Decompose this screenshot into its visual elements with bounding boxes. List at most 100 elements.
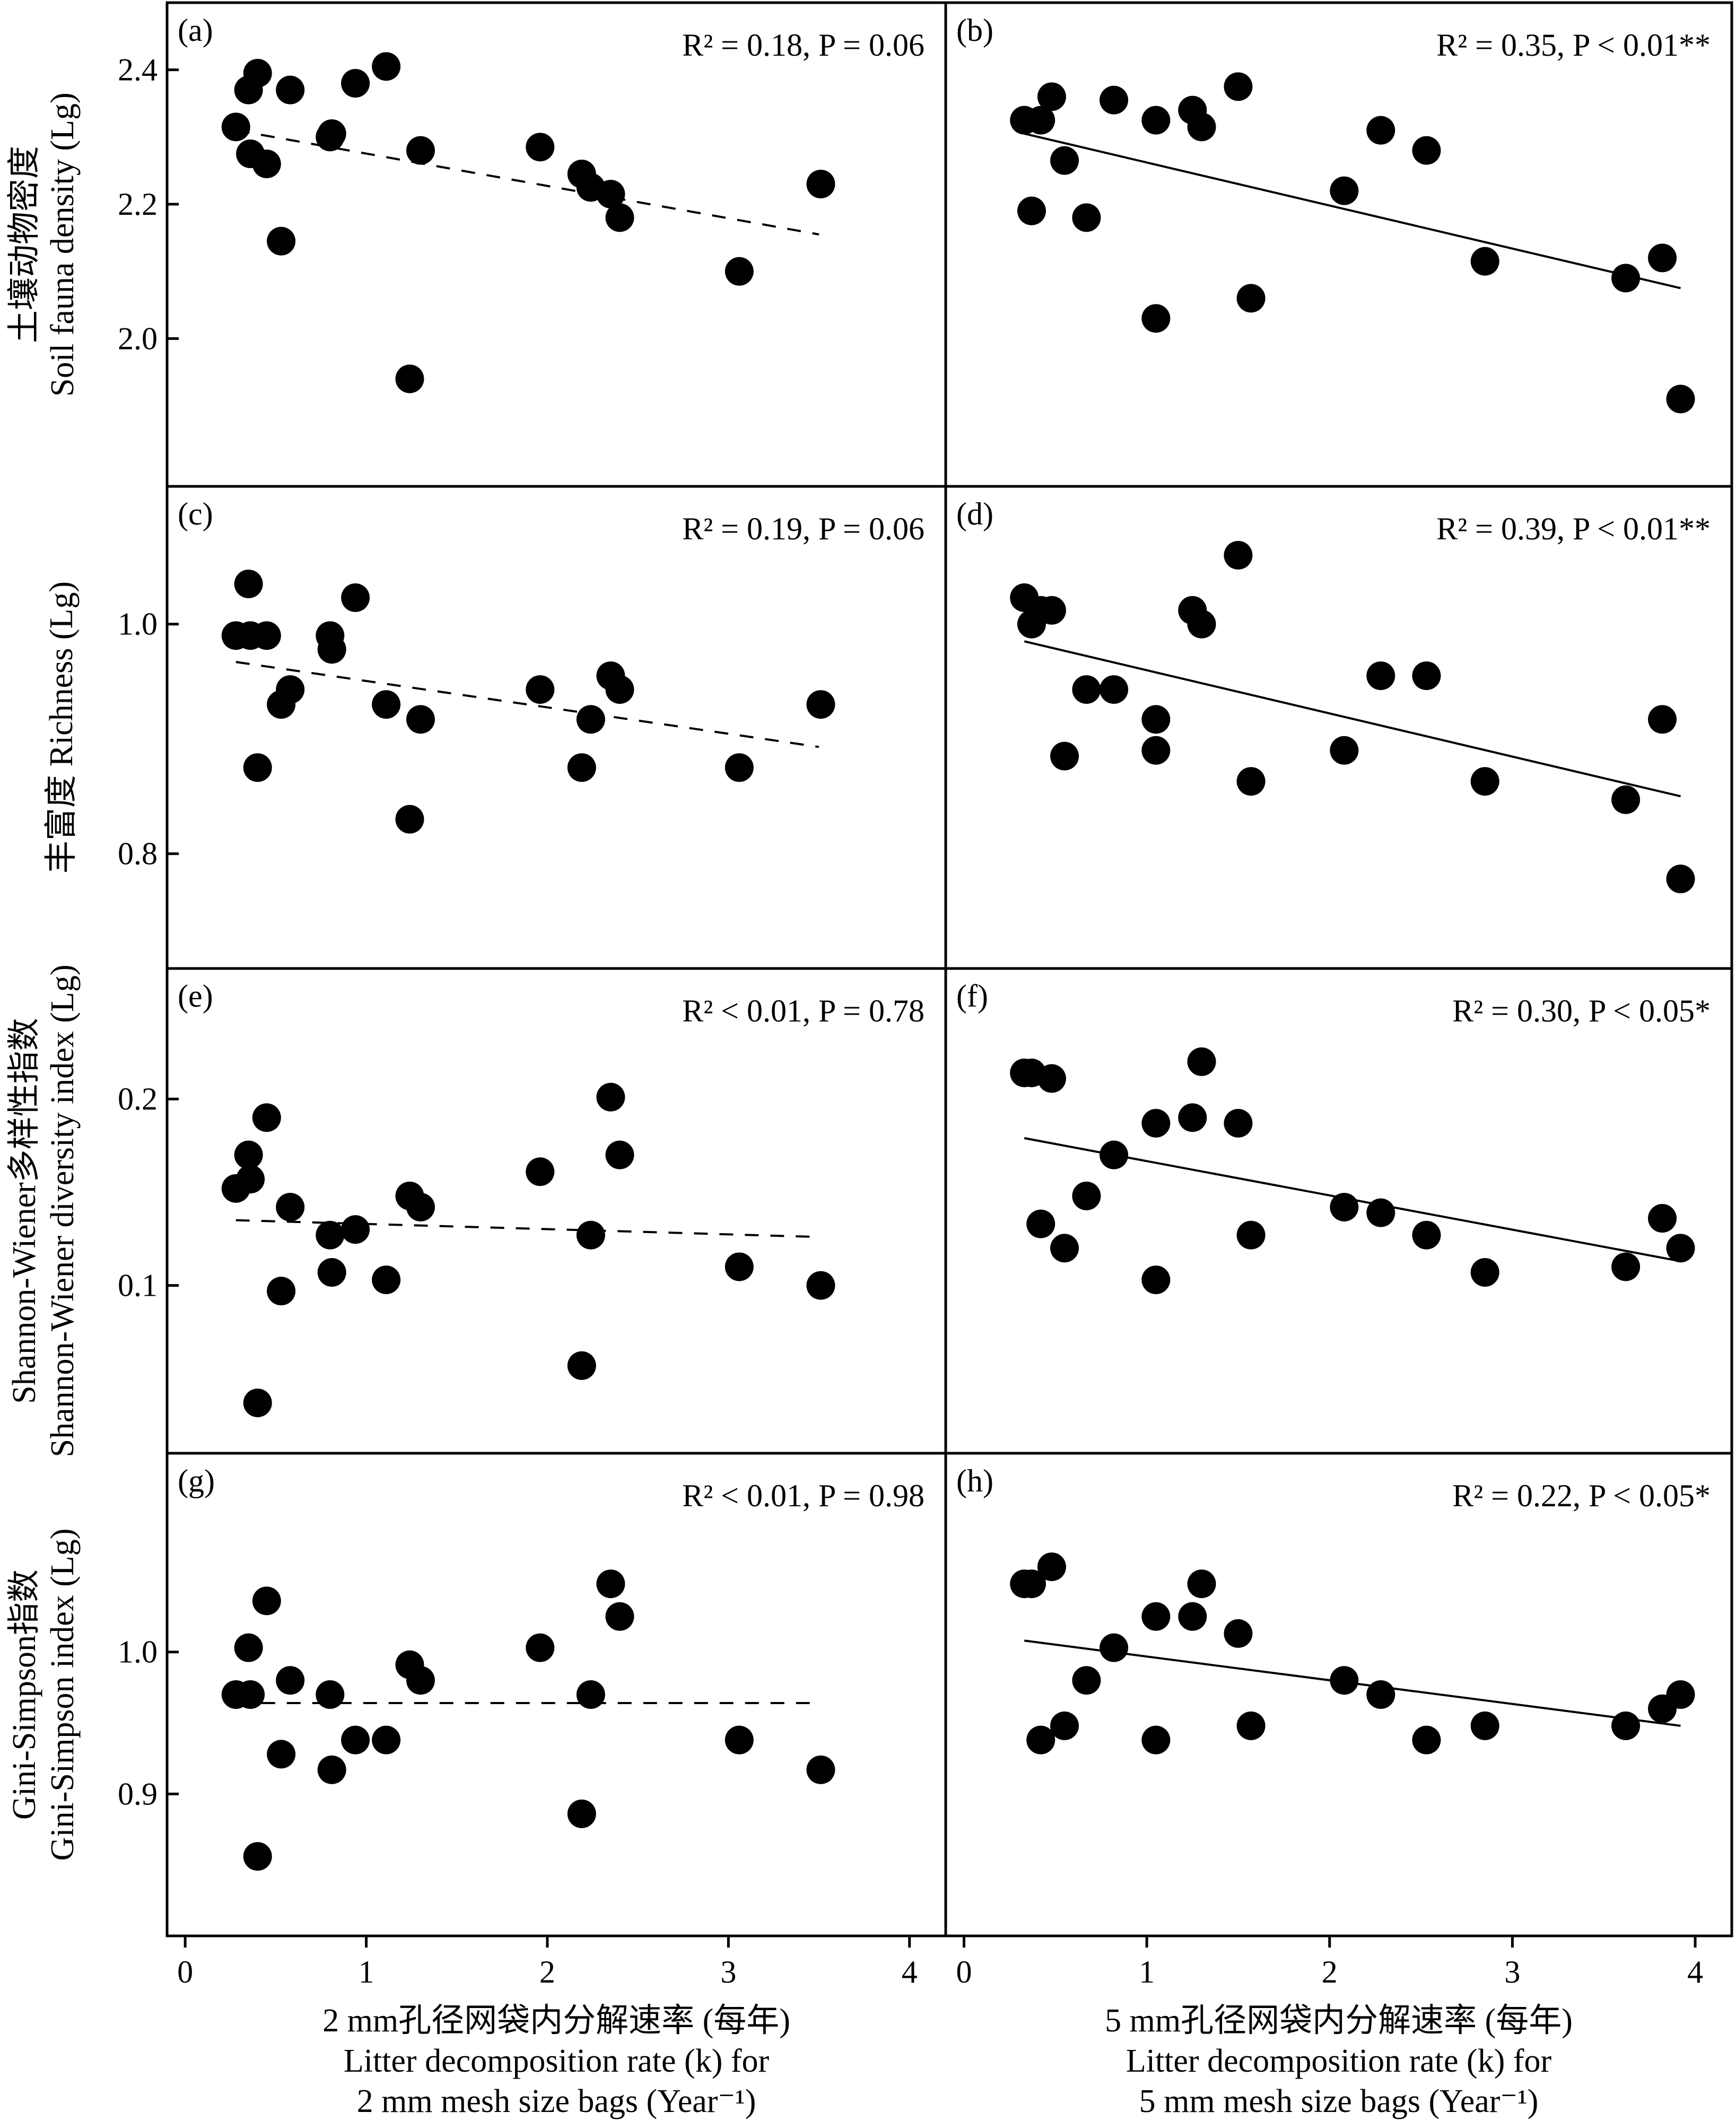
data-point (252, 621, 281, 650)
data-point (1026, 106, 1055, 135)
data-point (372, 690, 401, 719)
fit-line-dashed (235, 1219, 819, 1238)
data-point (341, 1215, 370, 1244)
data-point (1178, 1602, 1207, 1631)
data-point (1100, 1140, 1129, 1169)
data-point (806, 170, 835, 198)
data-point (1366, 661, 1395, 691)
x-tick-label: 2 (1322, 1954, 1338, 1989)
data-point (1666, 385, 1695, 414)
x-axis-labels: 2 mm孔径网袋内分解速率 (每年) Litter decomposition r… (322, 2003, 1573, 2119)
y-tick-label: 0.1 (118, 1268, 158, 1303)
y-tick-label: 0.8 (118, 836, 158, 871)
data-point (406, 1192, 435, 1221)
data-point (567, 753, 596, 782)
data-point (1141, 106, 1171, 135)
data-point (1412, 1220, 1441, 1250)
y-axis-labels: 土壤动物密度 Soil fauna density (Lg) 丰富度 Richnes… (6, 92, 81, 1861)
data-point (1648, 243, 1677, 273)
data-point (1412, 661, 1441, 691)
data-point (1072, 1181, 1101, 1210)
data-point (1366, 1680, 1395, 1709)
data-point (526, 1633, 555, 1662)
data-point (372, 52, 401, 81)
data-point (1611, 1711, 1641, 1740)
data-point (252, 1103, 281, 1132)
panel-letter: (b) (956, 13, 993, 48)
stat-annotation: R² < 0.01, P = 0.98 (682, 1478, 924, 1513)
data-point (806, 1271, 835, 1300)
data-point (406, 1666, 435, 1695)
x-tick-label: 4 (1687, 1954, 1703, 1989)
data-point (276, 1666, 305, 1695)
data-point (1141, 1108, 1171, 1138)
fit-line-solid (1024, 640, 1681, 798)
data-point (243, 1389, 272, 1418)
y-axis-title: Shannon-Wiener diversity index (Lg) (45, 965, 81, 1457)
data-point (1072, 203, 1101, 232)
data-point (576, 1220, 605, 1250)
panel-letter: (g) (178, 1463, 215, 1498)
data-point (406, 705, 435, 734)
data-point (276, 75, 305, 104)
data-point (1366, 116, 1395, 145)
data-point (221, 112, 250, 142)
data-point (1224, 1108, 1253, 1138)
data-point (1330, 1666, 1359, 1695)
data-point (1141, 1265, 1171, 1295)
data-point (1141, 705, 1171, 734)
data-point (1224, 1619, 1253, 1648)
panel-e: 0.1 0.2 (e) R² < 0.01, P = 0.78 (118, 967, 947, 1455)
data-point (1050, 146, 1079, 175)
y-tick-label: 2.0 (118, 321, 158, 356)
x-axis-title: 5 mm mesh size bags (Year⁻¹) (1139, 2083, 1539, 2119)
y-axis-title: Gini-Simpson指数 (6, 1569, 42, 1820)
data-point (1017, 196, 1046, 225)
data-point (317, 119, 346, 148)
panel-frame (165, 485, 947, 970)
data-point (341, 583, 370, 612)
data-point (1648, 705, 1677, 734)
y-tick-label: 0.9 (118, 1776, 158, 1811)
data-point (1330, 176, 1359, 205)
panel-letter: (e) (178, 979, 213, 1014)
data-point (1236, 767, 1266, 796)
data-point (605, 1140, 634, 1169)
y-axis-title: Gini-Simpson index (Lg) (45, 1529, 81, 1861)
panel-f: (f) R² = 0.30, P < 0.05* (944, 967, 1733, 1455)
stat-annotation: R² = 0.39, P < 0.01** (1436, 511, 1711, 546)
data-point (1050, 1234, 1079, 1263)
data-point (267, 1740, 296, 1769)
data-point (1412, 136, 1441, 165)
data-point (1611, 1252, 1641, 1281)
panel-d: (d) R² = 0.39, P < 0.01** (944, 485, 1733, 970)
data-point (1037, 82, 1066, 111)
data-point (1141, 1602, 1171, 1631)
data-point (605, 203, 634, 232)
data-point (372, 1265, 401, 1295)
data-point (1037, 596, 1066, 625)
data-point (236, 1680, 265, 1709)
panel-g: 0.9 1.0 0 1 2 3 4 (g) R² < 0.01, P = 0.98 (118, 1452, 947, 1989)
data-point (567, 1351, 596, 1380)
data-point (1666, 1680, 1695, 1709)
data-point (1224, 540, 1253, 570)
data-point (1072, 1666, 1101, 1695)
data-point (1026, 1725, 1055, 1755)
data-point (341, 69, 370, 98)
panel-c: 0.8 1.0 (c) R² = 0.19, P = 0.06 (118, 485, 947, 970)
data-point (243, 59, 272, 88)
fit-line-dashed (235, 129, 819, 235)
y-axis-title: 丰富度 Richness (Lg) (43, 581, 80, 874)
data-point (1666, 1234, 1695, 1263)
data-point (806, 690, 835, 719)
data-point (596, 1569, 625, 1599)
data-point (1037, 1064, 1066, 1093)
data-point (276, 675, 305, 704)
panel-h: 0 1 2 3 4 (h) R² = 0.22, P < 0.05* (944, 1452, 1733, 1989)
data-point (1100, 675, 1129, 704)
data-point (243, 753, 272, 782)
panel-letter: (f) (956, 979, 988, 1014)
x-tick-label: 0 (956, 1954, 972, 1989)
x-axis-title: Litter decomposition rate (k) for (1126, 2043, 1552, 2079)
